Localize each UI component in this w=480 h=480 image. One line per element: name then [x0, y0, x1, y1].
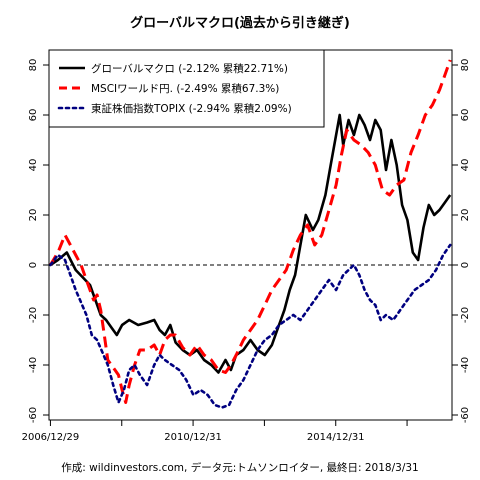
- legend-box: [48, 49, 325, 128]
- chart-title: グローバルマクロ(過去から引き継ぎ): [130, 15, 350, 31]
- y-tick-label-right-3: 0: [460, 262, 471, 268]
- y-tick-label-right-0: -60: [460, 407, 471, 423]
- y-tick-label-left-6: 60: [28, 109, 39, 122]
- chart-caption: 作成: wildinvestors.com, データ元:トムソンロイター, 最終…: [61, 461, 418, 474]
- y-axis-right: -60 -40 -20 0 20 40 60 80: [452, 59, 471, 423]
- legend-label-2: 東証株価指数TOPIX (-2.94% 累積2.09%): [91, 102, 292, 115]
- y-tick-label-right-6: 60: [460, 109, 471, 122]
- legend-label-1: MSCIワールド円. (-2.49% 累積67.3%): [91, 82, 279, 95]
- series-line-2: [49, 243, 452, 409]
- y-tick-label-right-2: -20: [460, 307, 471, 323]
- y-tick-label-left-5: 40: [28, 159, 39, 172]
- y-tick-label-right-5: 40: [460, 159, 471, 172]
- x-tick-label-4: 2014/12/31: [307, 432, 365, 443]
- legend: グローバルマクロ (-2.12% 累積22.71%) MSCIワールド円. (-2…: [48, 49, 325, 128]
- y-tick-label-right-4: 20: [460, 209, 471, 222]
- y-tick-label-left-7: 80: [28, 59, 39, 72]
- y-tick-label-left-1: -40: [28, 357, 39, 373]
- legend-label-0: グローバルマクロ (-2.12% 累積22.71%): [91, 62, 288, 75]
- y-tick-label-right-1: -40: [460, 357, 471, 373]
- series-line-0: [49, 113, 452, 374]
- y-tick-label-left-0: -60: [28, 407, 39, 423]
- series-line-1: [49, 59, 452, 404]
- y-tick-label-left-2: -20: [28, 307, 39, 323]
- x-tick-label-2: 2010/12/31: [164, 432, 222, 443]
- x-tick-label-0: 2006/12/29: [22, 432, 80, 443]
- y-tick-label-left-3: 0: [28, 262, 39, 268]
- x-axis: 2006/12/29 2010/12/31 2014/12/31: [22, 420, 408, 443]
- y-tick-label-right-7: 80: [460, 59, 471, 72]
- y-axis-left: -60 -40 -20 0 20 40 60 80: [28, 59, 49, 423]
- y-tick-label-left-4: 20: [28, 209, 39, 222]
